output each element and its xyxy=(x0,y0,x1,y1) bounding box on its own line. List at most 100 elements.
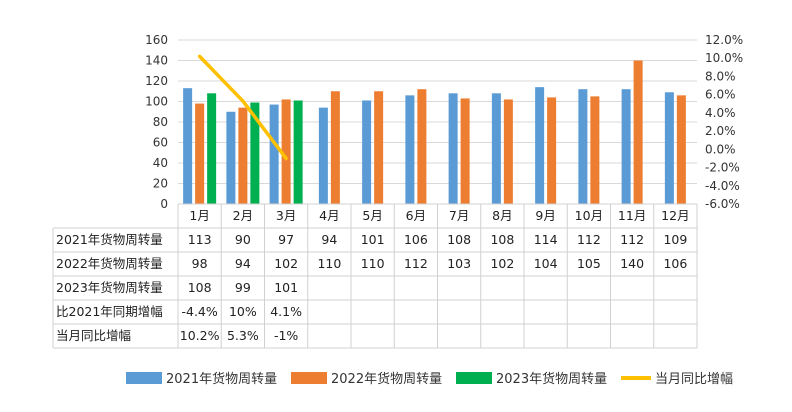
table-cell: -4.4% xyxy=(181,304,217,319)
table-cell: 108 xyxy=(447,232,471,247)
bar xyxy=(503,99,513,204)
category-label: 4月 xyxy=(319,208,339,223)
table-cell: 110 xyxy=(361,256,385,271)
bar xyxy=(183,88,193,204)
bar xyxy=(207,93,217,204)
y-right-tick-label: 12.0% xyxy=(705,33,743,47)
y-left-tick-label: 60 xyxy=(153,136,168,150)
bar xyxy=(250,102,260,204)
table-cell: 112 xyxy=(620,232,644,247)
category-label: 5月 xyxy=(362,208,382,223)
y-right-tick-label: 8.0% xyxy=(705,69,736,83)
legend-label: 2022年货物周转量 xyxy=(331,371,442,387)
table-cell: 10.2% xyxy=(180,328,220,343)
y-left-tick-label: 140 xyxy=(145,54,168,68)
table-cell: 102 xyxy=(274,256,298,271)
row-label: 2023年货物周转量 xyxy=(56,280,163,295)
table-cell: 99 xyxy=(235,280,251,295)
table-cell: -1% xyxy=(274,328,298,343)
legend-swatch xyxy=(126,372,162,384)
bar xyxy=(281,99,291,204)
table-cell: 140 xyxy=(620,256,644,271)
bar xyxy=(405,95,415,204)
bar xyxy=(491,93,501,204)
table-cell: 113 xyxy=(188,232,212,247)
table-cell: 94 xyxy=(235,256,251,271)
row-label: 2022年货物周转量 xyxy=(56,256,163,271)
table-cell: 98 xyxy=(192,256,208,271)
bar xyxy=(676,95,686,204)
legend-swatch xyxy=(456,372,492,384)
y-left-tick-label: 100 xyxy=(145,95,168,109)
table-cell: 97 xyxy=(278,232,294,247)
category-label: 9月 xyxy=(535,208,555,223)
y-right-tick-label: -2.0% xyxy=(705,161,740,175)
y-right-tick-label: 4.0% xyxy=(705,106,736,120)
bar xyxy=(269,104,279,204)
category-label: 7月 xyxy=(449,208,469,223)
category-label: 1月 xyxy=(189,208,209,223)
legend: 2021年货物周转量 2022年货物周转量 2023年货物周转量 当月同比增幅 xyxy=(126,371,733,387)
bar xyxy=(633,60,643,204)
legend-label: 2023年货物周转量 xyxy=(496,371,607,387)
bar xyxy=(238,107,248,204)
table-cell: 102 xyxy=(490,256,514,271)
table-cell: 108 xyxy=(188,280,212,295)
table-cell: 10% xyxy=(229,304,257,319)
table-cell: 106 xyxy=(404,232,428,247)
y-right-tick-label: 2.0% xyxy=(705,124,736,138)
category-label: 2月 xyxy=(233,208,253,223)
bar xyxy=(293,100,303,204)
bar xyxy=(621,89,631,204)
bar xyxy=(374,91,384,204)
bar xyxy=(195,103,205,204)
bar xyxy=(226,111,236,204)
table-cell: 103 xyxy=(447,256,471,271)
bar xyxy=(460,98,470,204)
bar xyxy=(547,97,557,204)
y-left-tick-label: 160 xyxy=(145,33,168,47)
table-cell: 109 xyxy=(663,232,687,247)
table-cell: 114 xyxy=(534,232,558,247)
bars xyxy=(183,60,686,204)
table-cell: 101 xyxy=(361,232,385,247)
bar xyxy=(664,92,674,204)
table-cell: 106 xyxy=(663,256,687,271)
legend-label: 当月同比增幅 xyxy=(655,372,733,387)
table-cell: 105 xyxy=(577,256,601,271)
bar xyxy=(318,107,328,204)
y-left-tick-label: 0 xyxy=(160,197,168,211)
bar xyxy=(590,96,600,204)
y-right-tick-label: -4.0% xyxy=(705,179,740,193)
y-axis-right: -6.0% -4.0% -2.0% 0.0% 2.0% 4.0% 6.0% 8.0% 10.0%… xyxy=(705,33,743,211)
data-table: 1月 2月 3月 4月 5月 6月 7月 8月 9月 10月 11月 12月 2021年货物周转量 113… xyxy=(52,203,698,349)
category-label: 12月 xyxy=(661,208,689,223)
gridlines xyxy=(178,39,697,205)
row-label: 2021年货物周转量 xyxy=(56,232,163,247)
growth-line xyxy=(197,54,288,161)
category-label: 6月 xyxy=(406,208,426,223)
table-cell: 104 xyxy=(534,256,558,271)
bar xyxy=(578,89,588,204)
bar xyxy=(330,91,340,204)
y-right-tick-label: 0.0% xyxy=(705,142,736,156)
y-right-tick-label: -6.0% xyxy=(705,197,740,211)
row-label: 当月同比增幅 xyxy=(56,328,131,343)
category-label: 3月 xyxy=(276,208,296,223)
y-right-tick-label: 6.0% xyxy=(705,88,736,102)
y-axis-left: 0 20 40 60 80 100 120 140 160 xyxy=(145,33,168,211)
bar xyxy=(535,87,545,204)
bar xyxy=(362,100,372,204)
table-cell: 5.3% xyxy=(227,328,259,343)
category-label: 11月 xyxy=(618,208,646,223)
category-label: 10月 xyxy=(575,208,603,223)
table-cell: 108 xyxy=(490,232,514,247)
table-cell: 112 xyxy=(404,256,428,271)
table-cell: 110 xyxy=(317,256,341,271)
table-cell: 4.1% xyxy=(270,304,302,319)
legend-label: 2021年货物周转量 xyxy=(166,371,277,387)
table-cell: 90 xyxy=(235,232,251,247)
y-left-tick-label: 120 xyxy=(145,74,168,88)
row-label: 比2021年同期增幅 xyxy=(56,304,163,319)
